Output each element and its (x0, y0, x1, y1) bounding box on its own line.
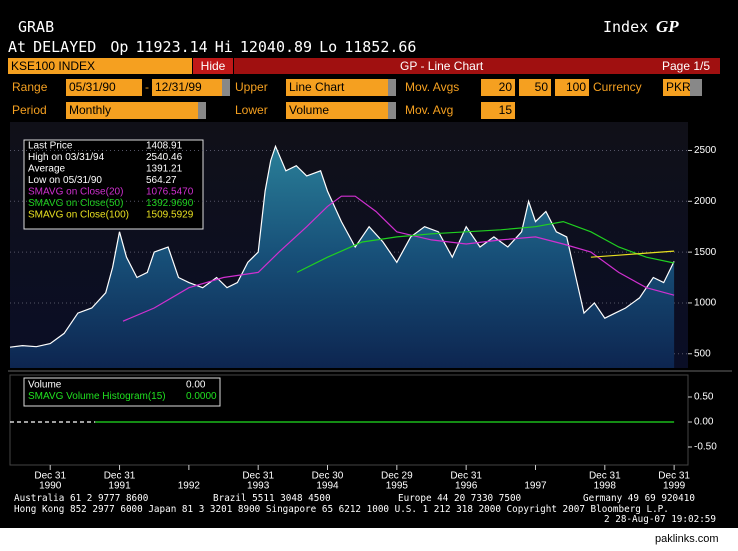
currency-label: Currency (593, 80, 642, 94)
mov-avg-field[interactable]: 20 (481, 79, 515, 96)
mov-avg-field[interactable]: 50 (519, 79, 551, 96)
status: At DELAYED (8, 38, 97, 56)
upper-field[interactable]: Line Chart (286, 79, 388, 96)
dropdown[interactable] (388, 79, 396, 96)
currency-field[interactable]: PKR (663, 79, 690, 96)
mov-avgs-label: Mov. Avgs (405, 80, 460, 94)
dropdown[interactable] (690, 79, 702, 96)
footer-text: Australia 61 2 9777 8600 (14, 493, 149, 504)
footer-text: Brazil 5511 3048 4500 (213, 493, 331, 504)
dropdown[interactable] (388, 102, 396, 119)
page-number: Page 1/5 (662, 59, 711, 73)
terminal: GRAB Index GP At DELAYED Op 11923.14 Hi … (0, 0, 738, 528)
footer-text: Europe 44 20 7330 7500 (398, 493, 522, 504)
open: 11923.14 (135, 38, 208, 56)
dropdown[interactable] (222, 79, 230, 96)
title-bar (234, 58, 720, 74)
high: 12040.89 (239, 38, 313, 56)
start-date[interactable]: 05/31/90 (66, 79, 142, 96)
footer-text: Hong Kong 852 2977 6000 Japan 81 3 3201 … (14, 504, 669, 515)
screen-title: GRAB (18, 18, 55, 36)
screen-name: GP - Line Chart (400, 59, 484, 73)
hide-button[interactable]: Hide (193, 58, 233, 74)
low-label: Lo (319, 38, 338, 56)
range-label: Range (12, 80, 48, 94)
index-code: GP (656, 17, 679, 36)
period-label: Period (12, 103, 47, 117)
footer-text: Germany 49 69 920410 (583, 493, 695, 504)
dropdown[interactable] (198, 102, 206, 119)
footer-text: 2 28-Aug-07 19:02:59 (604, 514, 716, 525)
watermark: paklinks.com (655, 533, 719, 545)
period-field[interactable]: Monthly (66, 102, 198, 119)
mov-avg-field[interactable]: 100 (555, 79, 589, 96)
range-sep: - (145, 80, 149, 94)
end-date[interactable]: 12/31/99 (152, 79, 222, 96)
low: 11852.66 (344, 38, 417, 56)
security-field[interactable]: KSE100 INDEX (8, 58, 192, 74)
index-label: Index (603, 18, 649, 36)
high-label: Hi (214, 38, 233, 56)
upper-label: Upper (235, 80, 268, 94)
lower-field[interactable]: Volume (286, 102, 388, 119)
lower-label: Lower (235, 103, 268, 117)
open-label: Op (110, 38, 129, 56)
quote-line: At DELAYED Op 11923.14 Hi 12040.89 Lo 11… (8, 38, 416, 56)
mov-avg-label: Mov. Avg (405, 103, 454, 117)
mov-avg-field[interactable]: 15 (481, 102, 515, 119)
